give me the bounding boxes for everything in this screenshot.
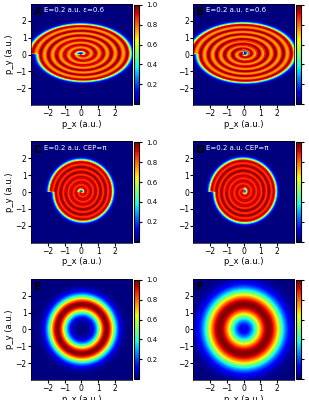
X-axis label: p_x (a.u.): p_x (a.u.) xyxy=(62,257,101,266)
Text: D: D xyxy=(196,144,205,154)
Y-axis label: p_y (a.u.): p_y (a.u.) xyxy=(5,35,14,74)
Text: E=0.2 a.u. ε=0.6: E=0.2 a.u. ε=0.6 xyxy=(206,7,266,13)
Text: A: A xyxy=(34,7,43,17)
X-axis label: p_x (a.u.): p_x (a.u.) xyxy=(62,394,101,400)
X-axis label: p_x (a.u.): p_x (a.u.) xyxy=(224,257,263,266)
X-axis label: p_x (a.u.): p_x (a.u.) xyxy=(224,120,263,128)
Text: B: B xyxy=(196,7,205,17)
Text: E=0.2 a.u. CEP=π: E=0.2 a.u. CEP=π xyxy=(206,144,269,150)
Text: F: F xyxy=(196,282,204,292)
Text: E=0.2 a.u. ε=0.6: E=0.2 a.u. ε=0.6 xyxy=(44,7,104,13)
X-axis label: p_x (a.u.): p_x (a.u.) xyxy=(224,394,263,400)
Y-axis label: p_y (a.u.): p_y (a.u.) xyxy=(5,310,14,349)
Text: E=0.2 a.u. CEP=π: E=0.2 a.u. CEP=π xyxy=(44,144,107,150)
Text: E: E xyxy=(34,282,41,292)
X-axis label: p_x (a.u.): p_x (a.u.) xyxy=(62,120,101,128)
Y-axis label: p_y (a.u.): p_y (a.u.) xyxy=(5,172,14,212)
Text: C: C xyxy=(34,144,42,154)
